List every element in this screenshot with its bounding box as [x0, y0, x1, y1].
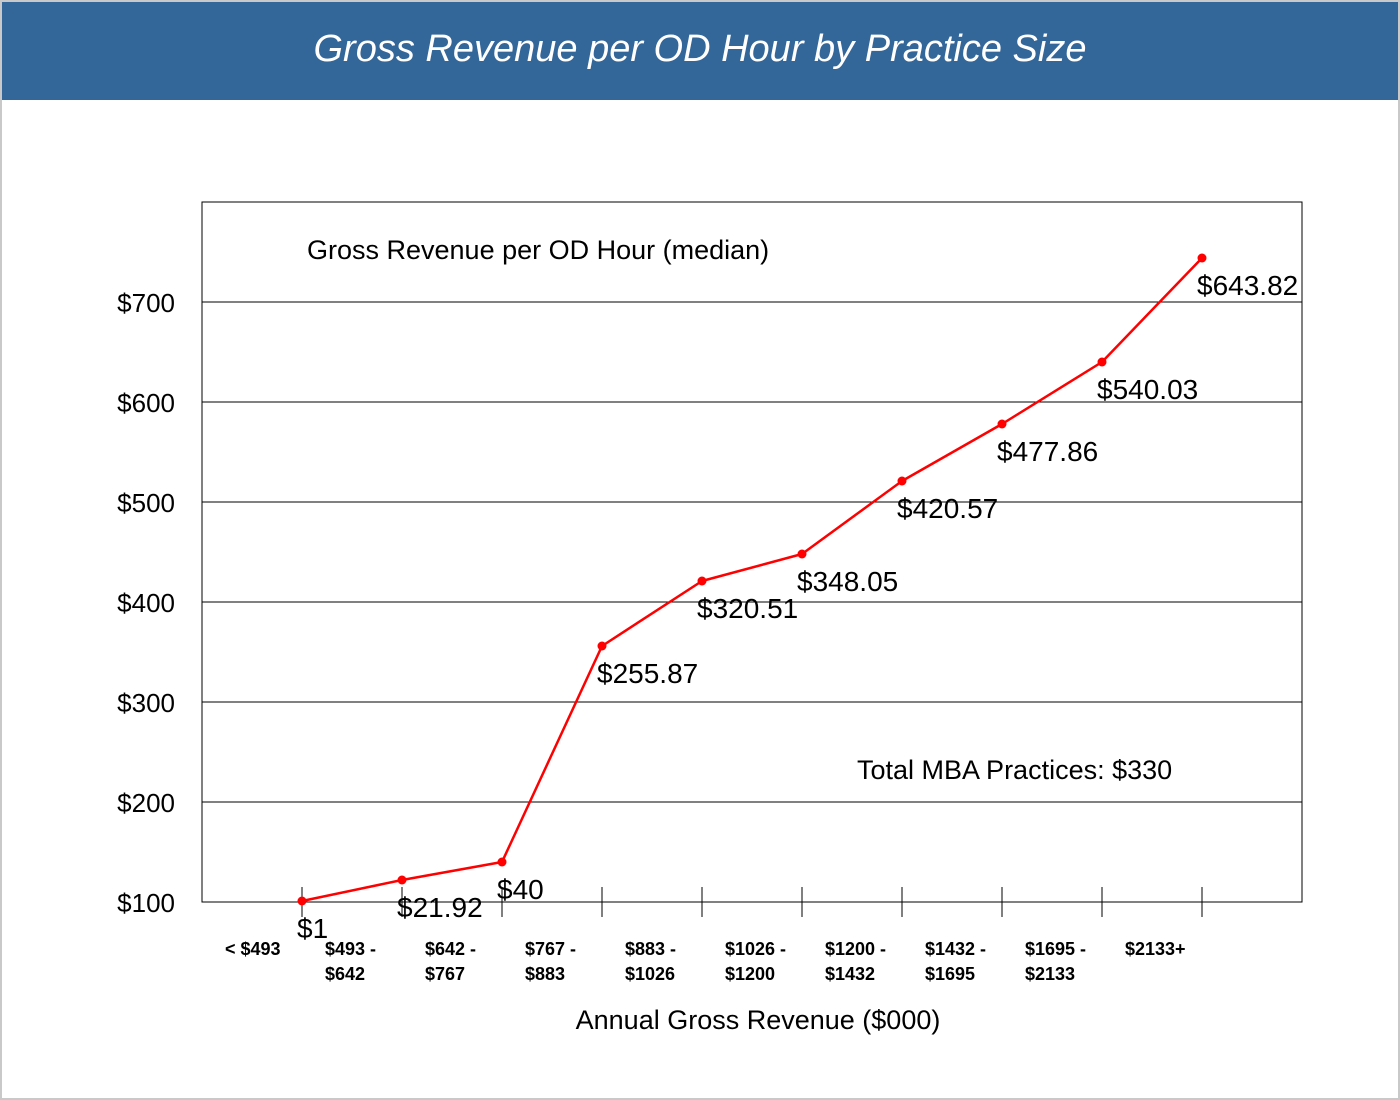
data-label: $420.57 [897, 493, 998, 524]
data-point [897, 476, 907, 486]
y-tick-label: $200 [117, 788, 175, 818]
data-label: $40 [497, 874, 544, 905]
y-tick-label: $600 [117, 388, 175, 418]
x-tick-label: $1432 - [925, 939, 986, 959]
y-tick-label: $500 [117, 488, 175, 518]
x-axis-ticks: < $493 $493 - $642 $642 - $767 $767 - $883 $883… [225, 887, 1203, 984]
plot-area-border [201, 201, 1303, 903]
data-point [297, 896, 307, 906]
y-tick-label: $700 [117, 288, 175, 318]
data-label: $255.87 [597, 658, 698, 689]
x-tick-label: < $493 [225, 939, 281, 959]
y-tick-label: $400 [117, 588, 175, 618]
x-tick-label: $1695 - [1025, 939, 1086, 959]
data-point [1097, 357, 1107, 367]
data-point [797, 549, 807, 559]
x-tick-label: $883 - [625, 939, 676, 959]
y-tick-label: $100 [117, 888, 175, 918]
x-tick-label: $767 [425, 964, 465, 984]
x-tick-label: $642 [325, 964, 365, 984]
data-label: $540.03 [1097, 374, 1198, 405]
data-label: $320.51 [697, 593, 798, 624]
series-line [297, 253, 1207, 906]
data-point [697, 576, 707, 586]
title-bar: Gross Revenue per OD Hour by Practice Si… [2, 2, 1398, 100]
y-axis-ticks: $100 $200 $300 $400 $500 $600 $700 [117, 288, 175, 918]
gridlines [202, 301, 1302, 803]
x-tick-label: $767 - [525, 939, 576, 959]
x-tick-label: $642 - [425, 939, 476, 959]
data-label: $21.92 [397, 892, 483, 923]
data-labels: $1 $21.92 $40 $255.87 $320.51$348.05 $420.57 $… [297, 270, 1298, 944]
data-point [597, 641, 607, 651]
series-line-path [301, 257, 1203, 903]
data-point [997, 419, 1007, 429]
data-point [1197, 253, 1207, 263]
data-point [497, 857, 507, 867]
x-axis-title: Annual Gross Revenue ($000) [576, 1005, 941, 1035]
x-tick-label: $1200 [725, 964, 775, 984]
data-label: $477.86 [997, 436, 1098, 467]
x-tick-label: $1695 [925, 964, 975, 984]
y-tick-label: $300 [117, 688, 175, 718]
x-tick-label: $493 - [325, 939, 376, 959]
x-tick-label: $1200 - [825, 939, 886, 959]
x-tick-label: $1026 - [725, 939, 786, 959]
data-label: $1 [297, 913, 328, 944]
x-tick-label: $1026 [625, 964, 675, 984]
data-point [397, 875, 407, 885]
x-tick-label: $2133 [1025, 964, 1075, 984]
x-tick-label: $2133+ [1125, 939, 1186, 959]
series-annotation: Gross Revenue per OD Hour (median) [307, 235, 769, 265]
total-annotation: Total MBA Practices: $330 [857, 755, 1172, 785]
x-tick-label: $1432 [825, 964, 875, 984]
data-label: $643.82 [1197, 270, 1298, 301]
chart-title: Gross Revenue per OD Hour by Practice Si… [313, 27, 1087, 70]
data-label: $348.05 [797, 566, 898, 597]
x-tick-label: $883 [525, 964, 565, 984]
